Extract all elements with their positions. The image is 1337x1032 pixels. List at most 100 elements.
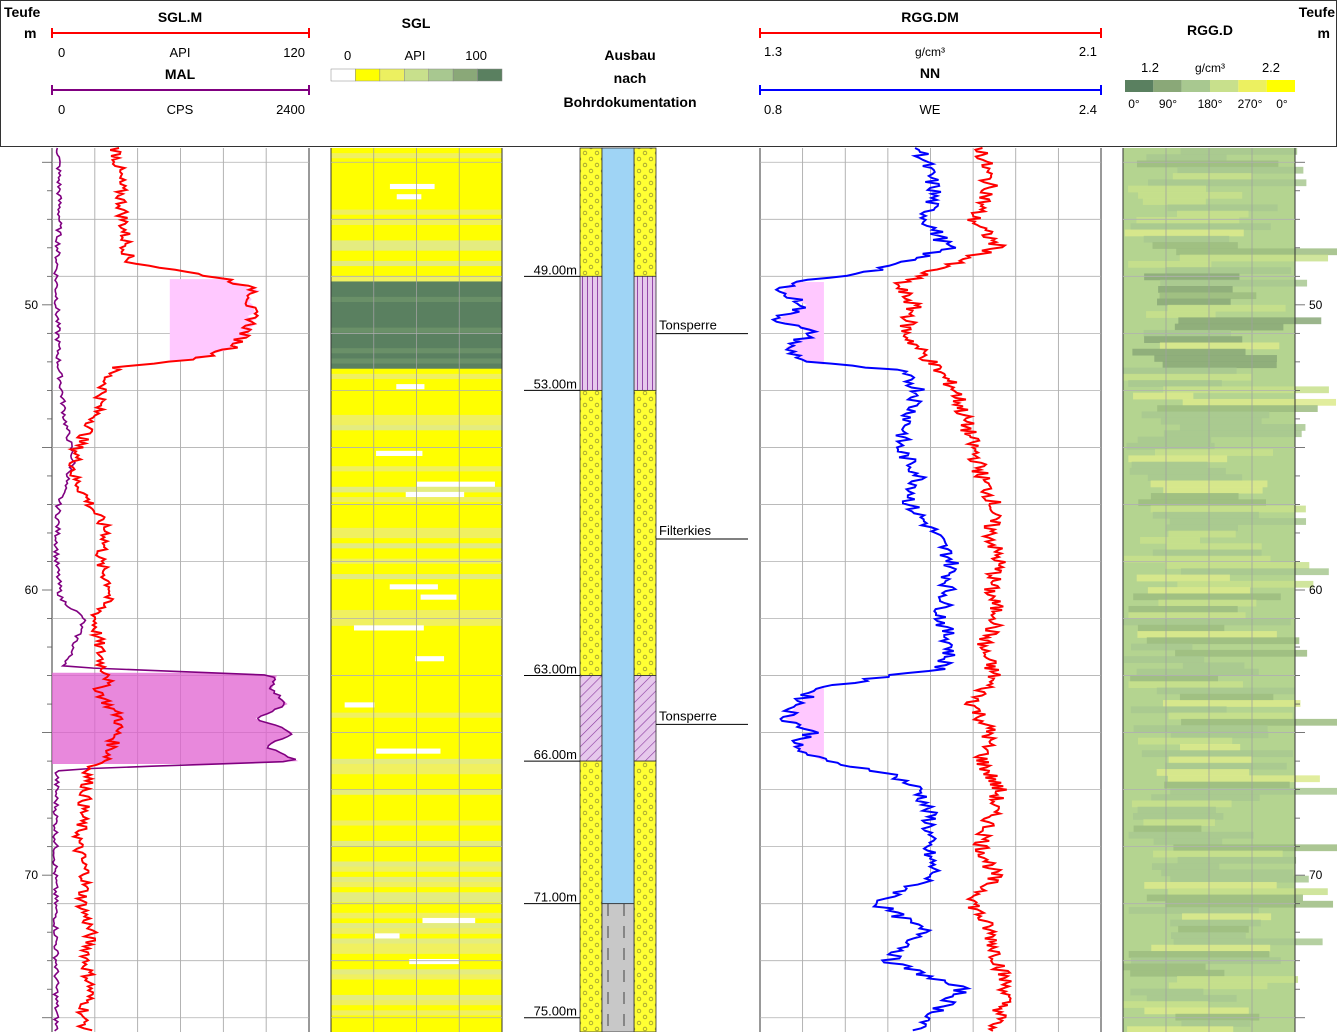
rggd-band [1159, 342, 1280, 350]
nn-unit: WE [920, 102, 941, 117]
rggd-band [1132, 348, 1246, 356]
rggdm-curve-name: RGG.DM [901, 9, 959, 25]
rggd-band [1167, 304, 1286, 312]
rggd-angle-3: 270° [1238, 97, 1263, 111]
rggd-angle-0: 0° [1128, 97, 1140, 111]
rggd-band [1146, 894, 1303, 902]
sglm-unit: API [170, 45, 191, 60]
rggd-band [1142, 198, 1206, 205]
rggd-band [1124, 555, 1271, 563]
completion-depth-label: 75.00m [534, 1004, 577, 1019]
rggd-band [1133, 392, 1194, 400]
log-curves [52, 147, 1013, 1032]
rggd-scale-swatch [1181, 80, 1210, 92]
casing-pipe [601, 147, 635, 905]
rggd-band [1124, 229, 1244, 237]
sgl-scale-swatch [330, 68, 356, 82]
rggd-band [1165, 762, 1287, 770]
rggd-band [1168, 888, 1328, 896]
rggd-band [1178, 925, 1249, 933]
rggd-band [1133, 812, 1224, 820]
sgl-band [422, 917, 476, 924]
rggd-band [1162, 361, 1277, 369]
rggd-band [1158, 599, 1257, 607]
rggd-min: 1.2 [1141, 60, 1159, 75]
rggd-band [1163, 386, 1329, 394]
grid-lines [42, 148, 1305, 1032]
sgl-band [376, 748, 441, 755]
annulus-clay_seal_hatched [579, 675, 603, 762]
rggd-band [1148, 179, 1307, 187]
rggd-band [1168, 756, 1252, 764]
rggd-band [1128, 612, 1246, 620]
rggd-band [1150, 493, 1239, 500]
rggd-band [1153, 838, 1223, 845]
rggd-band [1173, 844, 1337, 852]
rggd-scale-swatch [1266, 80, 1295, 92]
rggd-band [1170, 731, 1269, 739]
rggd-band [1137, 737, 1233, 745]
rggd-band [1170, 875, 1309, 883]
rggd-band [1146, 994, 1237, 1002]
completion-depth-label: 49.00m [534, 262, 577, 277]
sgl-band [389, 183, 435, 190]
completion-track: 49.00m 53.00m 63.00m 66.00m 71.00m 75.00m Tons… [524, 147, 748, 1032]
completion-depth-label: 66.00m [534, 747, 577, 762]
rggd-band [1126, 442, 1215, 450]
rggd-band [1168, 530, 1236, 538]
annulus-gravel [633, 760, 657, 1032]
annulus-gravel [579, 147, 603, 277]
annulus-gravel [579, 389, 603, 676]
rggd-band [1130, 706, 1227, 714]
sgl-min: 0 [344, 48, 351, 63]
rggd-band [1131, 461, 1208, 469]
rggd-band [1180, 148, 1298, 155]
mal-max: 2400 [276, 102, 305, 117]
sgl-scale-swatch [428, 68, 454, 82]
rggd-band [1157, 405, 1318, 412]
rggd-band [1129, 467, 1226, 475]
rggd-max: 2.2 [1262, 60, 1280, 75]
nn-anomaly-fill-upper [777, 282, 824, 368]
rggd-band [1175, 1013, 1260, 1021]
depth-label-right: 60 [1309, 583, 1323, 597]
rggd-band [1127, 1026, 1234, 1032]
depth-label-left: 60 [25, 583, 39, 597]
rggd-band [1138, 499, 1267, 507]
rggd-band [1136, 574, 1230, 582]
sgl-scale-swatch [452, 68, 478, 82]
depth-labels: 50 50 60 60 70 70 [25, 298, 1323, 882]
rggd-band [1179, 424, 1306, 431]
sgl-band [409, 958, 460, 965]
rggd-band [1168, 982, 1268, 990]
depth-header-right-title: Teufe [1299, 4, 1336, 20]
sgl-band [376, 450, 423, 457]
rggd-band [1128, 907, 1259, 914]
sgl-band [353, 625, 424, 631]
sgl-band [344, 702, 375, 708]
curve-sgl-m [67, 147, 260, 1032]
rggd-band [1153, 850, 1283, 858]
rggd-angle-2: 180° [1198, 97, 1223, 111]
curve-rgg-dm [892, 147, 1013, 1032]
rggd-band [1128, 185, 1207, 193]
rggd-band [1144, 882, 1277, 889]
depth-header-left-unit: m [24, 25, 36, 41]
depth-label-left: 70 [25, 868, 39, 882]
rggd-band [1164, 781, 1290, 789]
filter-screen [601, 903, 635, 1032]
rggd-band [1130, 988, 1204, 996]
rggd-scale-swatch [1153, 80, 1182, 92]
rggd-band [1133, 825, 1202, 833]
rggd-band [1166, 524, 1239, 532]
rggdm-max: 2.1 [1079, 44, 1097, 59]
rggd-band [1168, 775, 1320, 783]
sgl-scale-swatch [477, 68, 503, 82]
nn-curve-name: NN [920, 65, 940, 81]
rggd-band [1130, 674, 1219, 682]
rggd-band [1146, 311, 1216, 318]
sglm-max: 120 [283, 45, 305, 60]
rggd-band [1165, 562, 1310, 569]
rggd-band [1162, 700, 1301, 707]
